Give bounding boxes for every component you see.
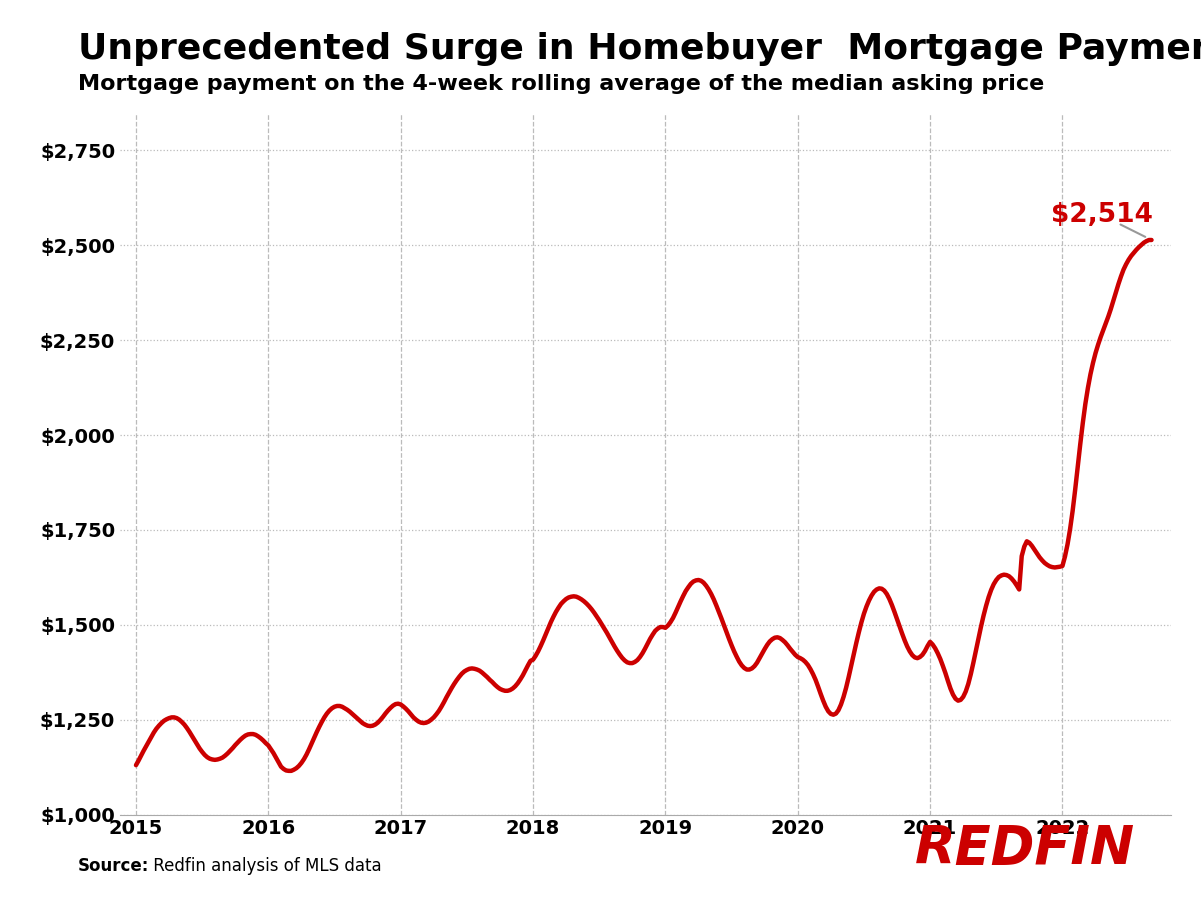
Text: Mortgage payment on the 4-week rolling average of the median asking price: Mortgage payment on the 4-week rolling a… [78,74,1045,94]
Text: Unprecedented Surge in Homebuyer  Mortgage Payments: Unprecedented Surge in Homebuyer Mortgag… [78,32,1201,66]
Text: REDFIN: REDFIN [915,823,1135,875]
Text: Redfin analysis of MLS data: Redfin analysis of MLS data [148,857,382,875]
Text: Source:: Source: [78,857,149,875]
Text: $2,514: $2,514 [1051,202,1153,228]
